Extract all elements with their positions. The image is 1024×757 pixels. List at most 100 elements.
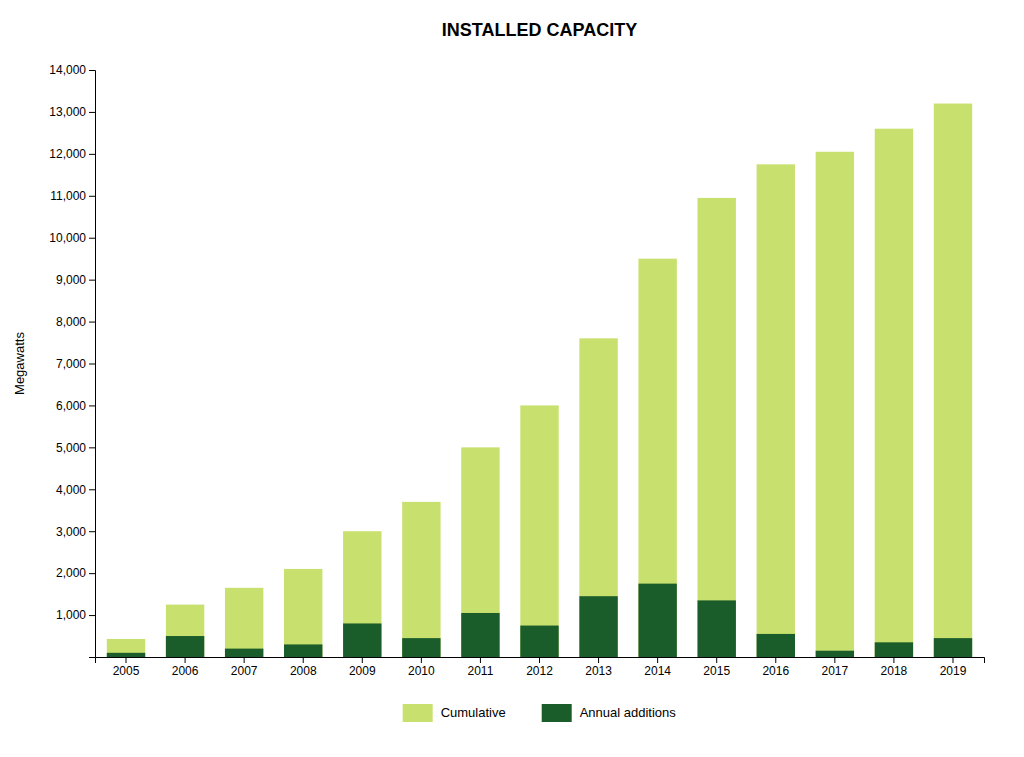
bar [402, 638, 440, 657]
legend-item: Cumulative [403, 704, 506, 722]
bar [107, 639, 145, 657]
bar [520, 626, 558, 657]
legend: Cumulative Annual additions [403, 704, 677, 722]
y-tick: 8,000 [56, 315, 95, 329]
y-tick: 2,000 [56, 566, 95, 580]
bar-series [107, 584, 972, 657]
bar-series [107, 104, 972, 657]
y-tick-label: 5,000 [56, 441, 86, 455]
x-tick: 2006 [172, 657, 199, 678]
bar [225, 588, 263, 657]
x-axis-line [96, 658, 985, 664]
legend-label: Cumulative [441, 705, 506, 720]
x-tick-label: 2012 [526, 664, 553, 678]
y-tick-mark [89, 238, 95, 239]
x-tick-mark [362, 657, 363, 663]
bar [343, 623, 381, 657]
bar [698, 198, 736, 657]
x-tick: 2016 [762, 657, 789, 678]
x-tick-label: 2006 [172, 664, 199, 678]
x-tick-label: 2011 [468, 664, 494, 678]
x-tick: 2009 [349, 657, 376, 678]
y-tick: 10,000 [49, 231, 95, 245]
y-tick-mark [89, 70, 95, 71]
x-tick: 2015 [703, 657, 730, 678]
y-tick-label: 4,000 [56, 483, 86, 497]
x-tick-label: 2013 [585, 664, 612, 678]
y-tick-mark [89, 531, 95, 532]
legend-label: Annual additions [580, 705, 677, 720]
y-tick-mark [89, 405, 95, 406]
x-tick-mark [716, 657, 717, 663]
bar [461, 613, 499, 657]
title: INSTALLED CAPACITY [442, 20, 637, 40]
bar [284, 569, 322, 657]
y-tick: 7,000 [56, 357, 95, 371]
x-tick-mark [657, 657, 658, 663]
x-tick-label: 2007 [231, 664, 258, 678]
x-tick: 2007 [231, 657, 258, 678]
x-tick-label: 2016 [762, 664, 789, 678]
x-tick: 2014 [644, 657, 671, 678]
y-tick-label: 3,000 [56, 525, 86, 539]
bar [284, 644, 322, 657]
x-tick: 2019 [940, 657, 967, 678]
y-axis-line [89, 71, 96, 658]
y-tick-mark [89, 489, 95, 490]
bar [343, 531, 381, 657]
y-tick-mark [89, 112, 95, 113]
y-tick-label: 13,000 [49, 105, 86, 119]
x-tick-label: 2010 [408, 664, 435, 678]
plot: 2005200620072008200920102011201220132014… [49, 63, 984, 677]
y-tick: 5,000 [56, 441, 95, 455]
y-tick-label: 11,000 [50, 189, 86, 203]
y-tick-mark [89, 573, 95, 574]
x-tick-label: 2019 [940, 664, 967, 678]
y-tick: 11,000 [50, 189, 95, 203]
x-tick-mark [775, 657, 776, 663]
bar [934, 104, 972, 657]
y-tick-label: 6,000 [56, 399, 86, 413]
x-tick-mark [598, 657, 599, 663]
x-tick-mark [244, 657, 245, 663]
x-tick-mark [126, 657, 127, 663]
x-tick-label: 2009 [349, 664, 376, 678]
bar [934, 638, 972, 657]
legend-swatch [542, 704, 572, 722]
x-tick-mark [893, 657, 894, 663]
bar [520, 405, 558, 657]
x-tick-label: 2018 [881, 664, 908, 678]
y-tick-mark [89, 280, 95, 281]
bar [461, 447, 499, 657]
y-tick-label: 8,000 [56, 315, 86, 329]
y-tick: 3,000 [56, 525, 95, 539]
y-tick-mark [89, 364, 95, 365]
y-tick-mark [89, 447, 95, 448]
bar [698, 600, 736, 657]
bar [166, 636, 204, 657]
y-tick: 1,000 [56, 608, 95, 622]
y-tick-mark [89, 322, 95, 323]
bar [166, 605, 204, 657]
chart: 2005200620072008200920102011201220132014… [0, 0, 1024, 757]
y-tick-label: 1,000 [56, 608, 86, 622]
bar [816, 152, 854, 657]
y-tick-label: 2,000 [56, 566, 86, 580]
y-axis: 1,000 2,000 3,000 4,000 5,000 6,000 7,000 8,000… [49, 63, 95, 657]
x-tick-label: 2014 [644, 664, 671, 678]
y-tick-mark [89, 154, 95, 155]
x-tick-label: 2005 [113, 664, 140, 678]
bar [875, 642, 913, 657]
x-tick: 2010 [408, 657, 435, 678]
x-tick: 2005 [113, 657, 140, 678]
y-tick: 13,000 [49, 105, 95, 119]
y-tick: 14,000 [49, 63, 95, 77]
x-tick-label: 2017 [821, 664, 848, 678]
y-tick-mark [89, 196, 95, 197]
x-tick: 2017 [821, 657, 848, 678]
y-tick: 4,000 [56, 483, 95, 497]
x-tick-mark [539, 657, 540, 663]
y-tick: 9,000 [56, 273, 95, 287]
x-tick-mark [303, 657, 304, 663]
y-tick-label: 14,000 [49, 63, 86, 77]
